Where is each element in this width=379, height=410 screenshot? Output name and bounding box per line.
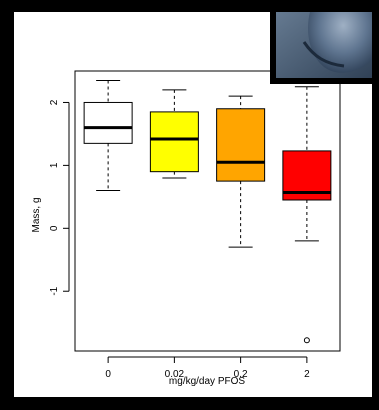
x-axis-label: mg/kg/day PFOS <box>169 376 245 387</box>
x-tick-label: 0 <box>105 369 111 380</box>
y-tick-label: 0 <box>49 225 60 231</box>
boxplot-chart: -1 0 1 2 0 0.02 0.2 2 Mass, g mg/kg/day PFOS <box>31 70 341 387</box>
x-tick-label: 2 <box>304 369 310 380</box>
glove-shape <box>308 12 372 73</box>
glove-fold <box>302 41 345 68</box>
plot-area <box>74 70 341 352</box>
y-tick-label: 2 <box>49 99 60 105</box>
box-0.02 <box>149 89 199 179</box>
chart-panel: -1 0 1 2 0 0.02 0.2 2 Mass, g mg/kg/day PFOS <box>14 12 372 397</box>
y-tick-label: -1 <box>49 286 60 295</box>
y-axis-label: Mass, g <box>31 197 42 232</box>
y-axis: -1 0 1 2 <box>49 99 70 296</box>
y-tick-label: 1 <box>49 162 60 168</box>
photo-overlay <box>270 12 372 84</box>
iqr-box <box>83 101 133 144</box>
x-tick-label: 0.02 <box>165 369 185 380</box>
boxes <box>83 79 332 344</box>
iqr-box <box>149 111 199 173</box>
x-axis: 0 0.02 0.2 2 <box>105 356 310 380</box>
box-2 <box>282 86 332 344</box>
iqr-box <box>216 108 266 182</box>
box-0.2 <box>216 95 266 248</box>
outlier-point <box>303 337 310 344</box>
box-0 <box>83 79 133 192</box>
x-tick-label: 0.2 <box>234 369 248 380</box>
